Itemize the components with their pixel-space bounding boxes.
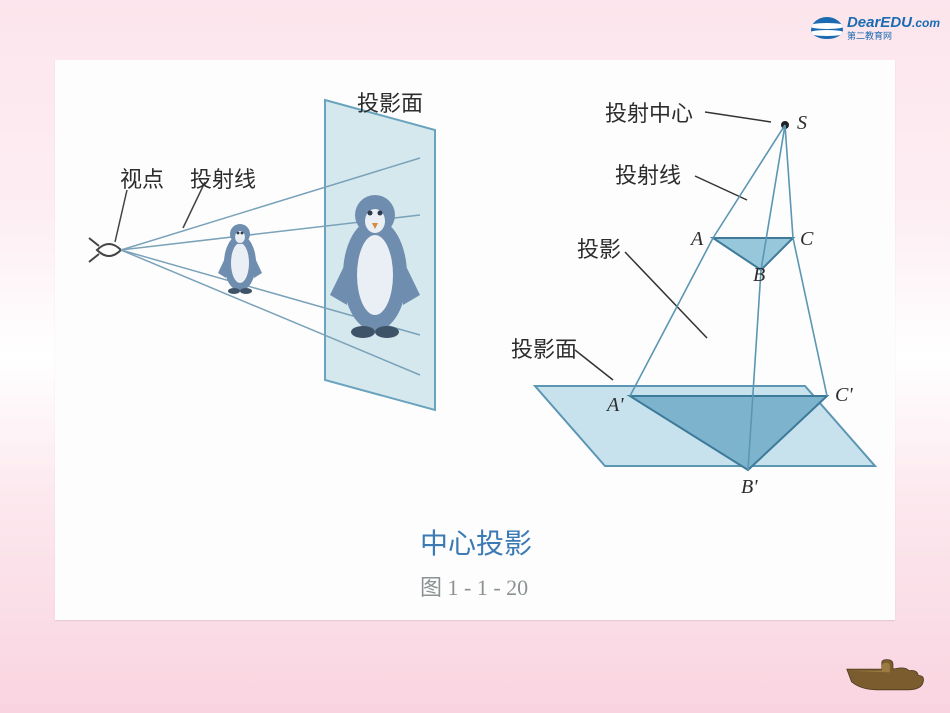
point-s: S bbox=[797, 112, 807, 135]
point-ap: A' bbox=[607, 394, 624, 417]
right-diagram bbox=[475, 70, 885, 540]
point-c: C bbox=[800, 228, 813, 251]
label-projection-line-right: 投射线 bbox=[615, 158, 681, 190]
diagram-title: 中心投影 bbox=[420, 522, 532, 562]
logo-icon bbox=[811, 17, 843, 39]
point-b: B bbox=[753, 264, 765, 287]
left-diagram bbox=[75, 80, 485, 420]
label-projection-plane-right: 投影面 bbox=[511, 332, 577, 364]
point-cp: C' bbox=[835, 384, 853, 407]
figure-number: 图 1 - 1 - 20 bbox=[420, 570, 528, 602]
logo-tld: .com bbox=[912, 16, 940, 30]
logo-subtitle: 第二教育网 bbox=[847, 32, 940, 41]
label-projection-center: 投射中心 bbox=[605, 96, 693, 128]
logo: DearEDU.com 第二教育网 bbox=[811, 14, 940, 41]
point-bp: B' bbox=[741, 476, 758, 499]
pointer-hand-icon bbox=[845, 658, 925, 693]
label-projection-plane-left: 投影面 bbox=[357, 86, 423, 118]
slide-content: 视点 投射线 投影面 投射中心 S 投射线 投影 投影面 A C B A' C'… bbox=[55, 60, 895, 620]
label-projection: 投影 bbox=[577, 232, 621, 264]
label-viewpoint: 视点 bbox=[120, 162, 164, 194]
logo-brand: DearEDU bbox=[847, 14, 912, 31]
point-a: A bbox=[691, 228, 703, 251]
label-projection-line-left: 投射线 bbox=[190, 162, 256, 194]
